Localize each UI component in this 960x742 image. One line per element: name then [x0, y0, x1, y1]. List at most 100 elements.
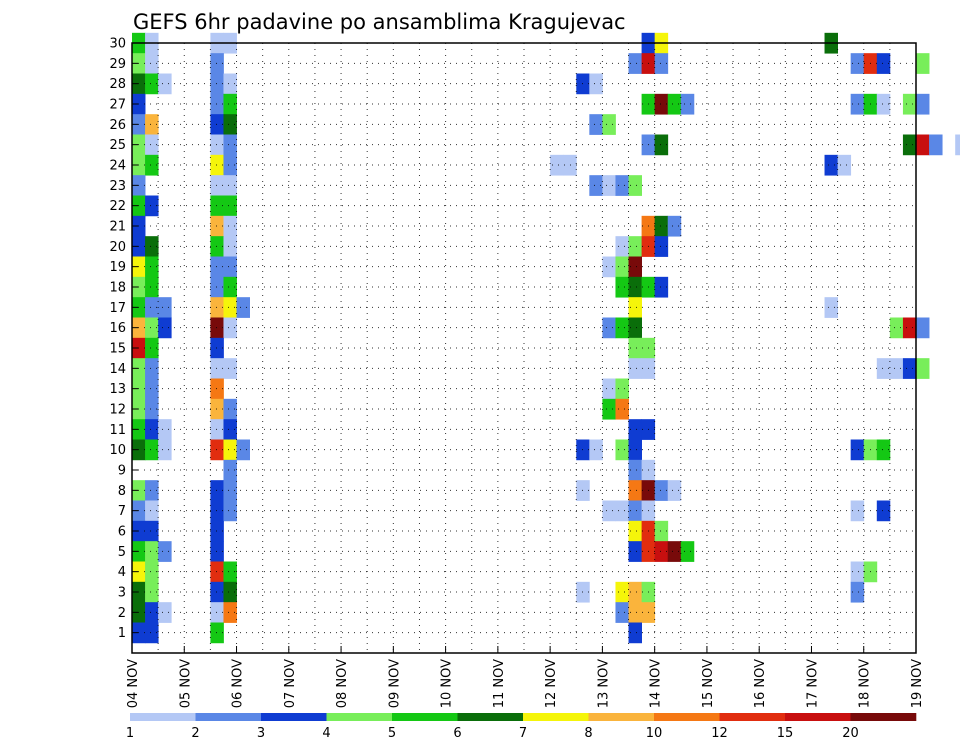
heatmap-cell	[210, 622, 224, 644]
colorbar-label: 3	[257, 726, 265, 741]
heatmap-cell	[589, 114, 603, 135]
y-tick-label: 13	[109, 382, 126, 397]
y-tick-label: 25	[109, 138, 126, 153]
heatmap-cell	[210, 480, 224, 501]
heatmap-cell	[615, 602, 629, 623]
colorbar-swatch	[850, 713, 917, 721]
heatmap-cell	[589, 175, 603, 196]
colorbar-swatch	[654, 713, 720, 721]
heatmap-cell	[850, 93, 865, 115]
heatmap-cell	[876, 439, 891, 461]
heatmap-cell	[145, 297, 159, 318]
y-axis-ticks: 1234567891011121314151617181920212223242…	[109, 37, 138, 641]
heatmap-cell	[223, 419, 237, 440]
heatmap-cell	[210, 520, 224, 542]
heatmap-cell	[628, 480, 642, 501]
heatmap-cell	[902, 93, 917, 115]
heatmap-cell	[223, 398, 237, 420]
heatmap-cell	[654, 215, 669, 237]
heatmap-cell	[615, 317, 629, 339]
heatmap-cell	[824, 297, 838, 318]
y-tick-label: 22	[109, 199, 126, 214]
heatmap-cell	[667, 541, 682, 562]
heatmap-cell	[145, 419, 159, 440]
heatmap-cell	[602, 175, 616, 196]
y-tick-label: 20	[109, 240, 126, 255]
heatmap-cell	[550, 154, 564, 176]
heatmap-cell	[223, 459, 237, 481]
heatmap-cell	[628, 541, 642, 562]
heatmap-cell	[145, 256, 159, 278]
x-tick-label: 05 NOV	[178, 659, 193, 708]
heatmap-cell	[563, 154, 577, 176]
heatmap-cell	[628, 500, 642, 522]
y-tick-label: 30	[109, 37, 126, 52]
heatmap-cell	[223, 175, 237, 196]
heatmap-cell	[602, 317, 616, 339]
y-tick-label: 10	[109, 443, 126, 458]
heatmap-cell	[223, 215, 237, 237]
y-tick-label: 4	[118, 565, 126, 580]
chart-title: GEFS 6hr padavine po ansamblima Kragujev…	[133, 10, 626, 34]
heatmap-cell	[210, 358, 224, 379]
y-tick-label: 21	[109, 220, 126, 235]
x-tick-label: 14 NOV	[649, 659, 664, 708]
heatmap-cell	[615, 256, 629, 278]
heatmap-cell	[145, 561, 159, 583]
x-tick-label: 04 NOV	[126, 659, 141, 708]
heatmap-cell	[602, 114, 616, 135]
heatmap-cell	[223, 581, 237, 603]
heatmap-cell	[916, 134, 930, 156]
heatmap-cell	[145, 317, 159, 339]
heatmap-cell	[158, 73, 172, 95]
heatmap-cell	[929, 134, 943, 156]
heatmap-cell	[223, 195, 237, 217]
heatmap-cell	[850, 53, 865, 74]
heatmap-cell	[628, 581, 642, 603]
heatmap-cell	[667, 215, 682, 237]
heatmap-cell	[210, 53, 224, 74]
heatmap-cell	[223, 317, 237, 339]
heatmap-cell	[210, 317, 224, 339]
heatmap-cell	[654, 53, 669, 74]
y-tick-label: 12	[109, 403, 126, 418]
heatmap-cell	[615, 175, 629, 196]
heatmap-cell	[223, 297, 237, 318]
heatmap-cell	[210, 541, 224, 562]
y-tick-label: 9	[118, 464, 126, 479]
y-tick-label: 18	[109, 281, 126, 296]
heatmap-cell	[654, 480, 669, 501]
heatmap-cell	[628, 236, 642, 257]
colorbar-swatch	[130, 713, 196, 721]
heatmap-cell	[615, 581, 629, 603]
heatmap-cell	[628, 419, 642, 440]
heatmap-cell	[576, 73, 590, 95]
heatmap-cell	[145, 337, 159, 359]
heatmap-cell	[628, 622, 642, 644]
colorbar-label: 7	[519, 726, 527, 741]
heatmap-cell	[615, 500, 629, 522]
heatmap-cell	[850, 500, 865, 522]
heatmap-cell	[850, 561, 865, 583]
heatmap-cell	[615, 276, 629, 298]
heatmap-cell	[602, 500, 616, 522]
heatmap-cell	[223, 358, 237, 379]
heatmap-cell	[654, 93, 669, 115]
heatmap-cell	[602, 378, 616, 400]
y-tick-label: 3	[118, 586, 126, 601]
heatmap-cell	[654, 236, 669, 257]
heatmap-cell	[654, 134, 669, 156]
y-tick-label: 2	[118, 606, 126, 621]
heatmap-cell	[145, 134, 159, 156]
heatmap-cell	[916, 317, 930, 339]
heatmap-cell	[210, 500, 224, 522]
y-tick-label: 27	[109, 98, 126, 113]
colorbar: 1 2 3 4 5 6 7 8 10 12 15 20	[126, 713, 917, 741]
heatmap-cell	[210, 419, 224, 440]
x-tick-label: 10 NOV	[440, 659, 455, 708]
colorbar-label: 20	[842, 726, 859, 741]
heatmap-cell	[615, 398, 629, 420]
heatmap-cell	[615, 236, 629, 257]
y-tick-label: 7	[118, 504, 126, 519]
